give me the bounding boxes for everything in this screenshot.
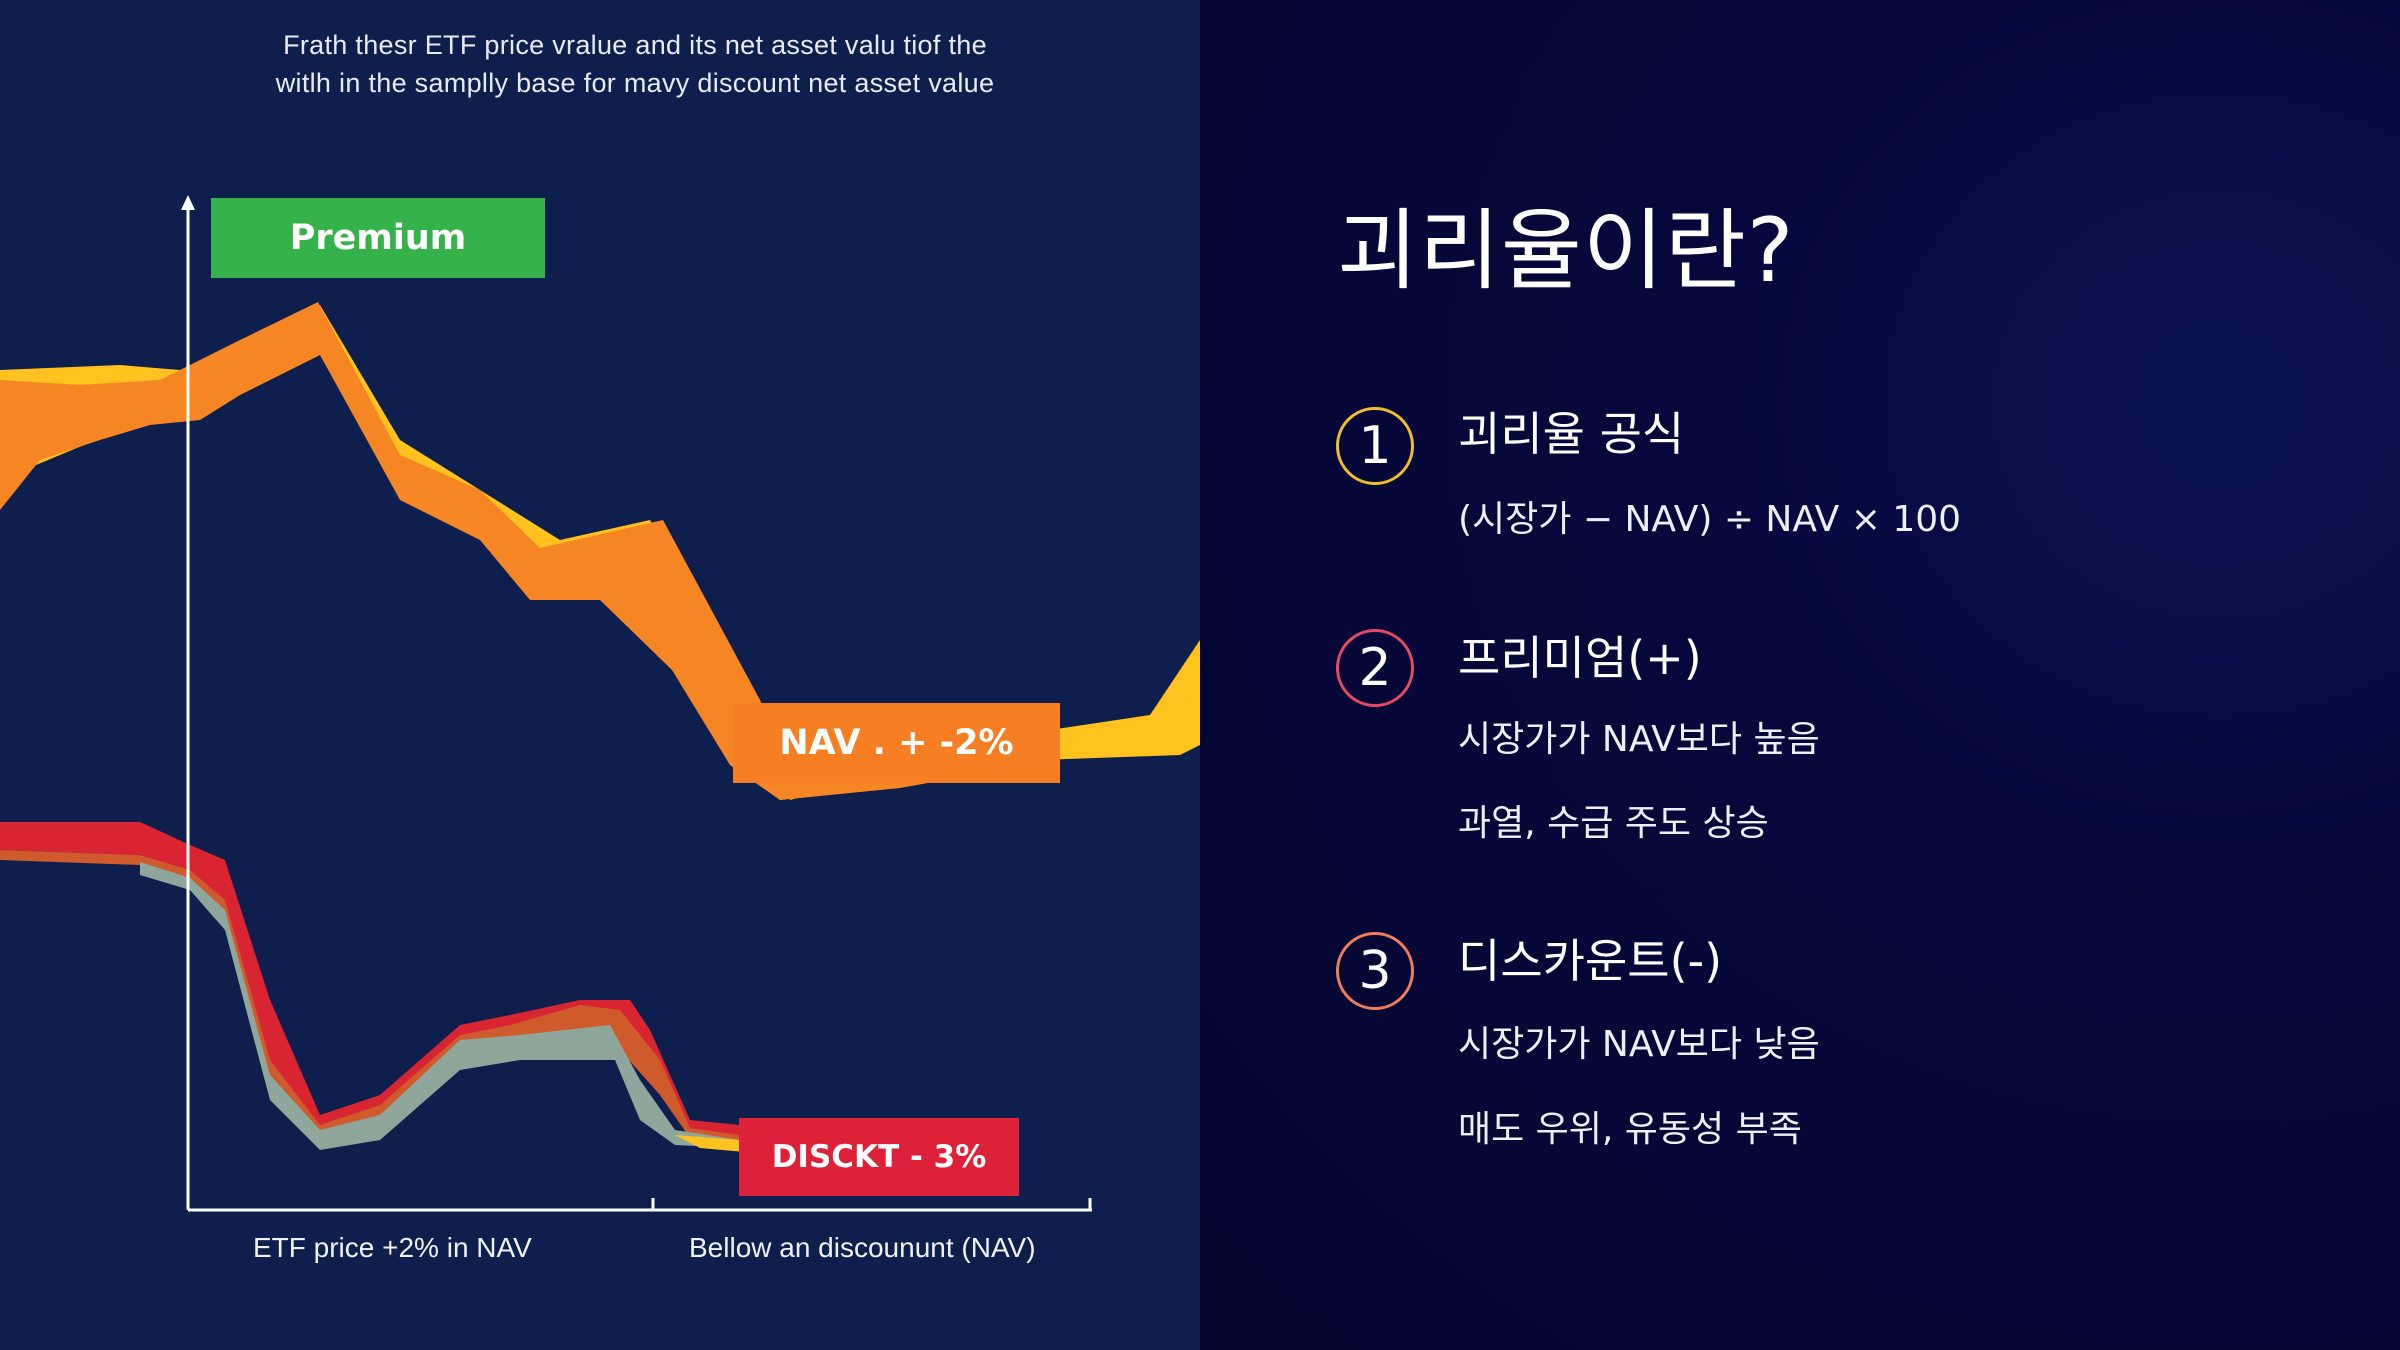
item-number-badge-1: 1 (1336, 407, 1414, 485)
item-number-badge-3: 3 (1336, 932, 1414, 1010)
chart-illustration-panel: Frath thesr ETF price vralue and its net… (0, 0, 1200, 1350)
discount-tag: DISCKT - 3% (739, 1118, 1019, 1196)
item-heading-discount: 디스카운트(-) (1458, 934, 1723, 988)
discount-band-sage (140, 862, 740, 1150)
nav-tag: NAV . + -2% (733, 703, 1060, 783)
item-heading-formula: 괴리율 공식 (1458, 407, 1685, 461)
chart-caption-line-2: witlh in the samplly base for mavy disco… (275, 68, 995, 98)
chart-caption-line-1: Frath thesr ETF price vralue and its net… (283, 30, 987, 60)
premium-band-orange (0, 302, 1045, 800)
premium-tag: Premium (211, 198, 545, 278)
x-axis-label-right: Bellow an discoununt (NAV) (689, 1232, 1036, 1263)
item-text-premium-2: 과열, 수급 주도 상승 (1458, 803, 1769, 844)
item-text-formula: (시장가 − NAV) ÷ NAV × 100 (1458, 499, 1962, 540)
discount-band-yellow (675, 1135, 745, 1152)
y-axis-arrow (181, 195, 195, 210)
item-number-badge-2: 2 (1336, 629, 1414, 707)
x-axis-label-left: ETF price +2% in NAV (253, 1232, 532, 1263)
item-text-premium-1: 시장가가 NAV보다 높음 (1458, 719, 1820, 760)
slide-title: 괴리율이란? (1337, 199, 1795, 302)
discount-band-orange (0, 850, 740, 1142)
premium-discount-illustration (0, 195, 1200, 1212)
item-text-discount-2: 매도 우위, 유동성 부족 (1458, 1109, 1802, 1150)
item-heading-premium: 프리미엄(+) (1458, 631, 1702, 685)
item-text-discount-1: 시장가가 NAV보다 낮음 (1458, 1024, 1820, 1065)
